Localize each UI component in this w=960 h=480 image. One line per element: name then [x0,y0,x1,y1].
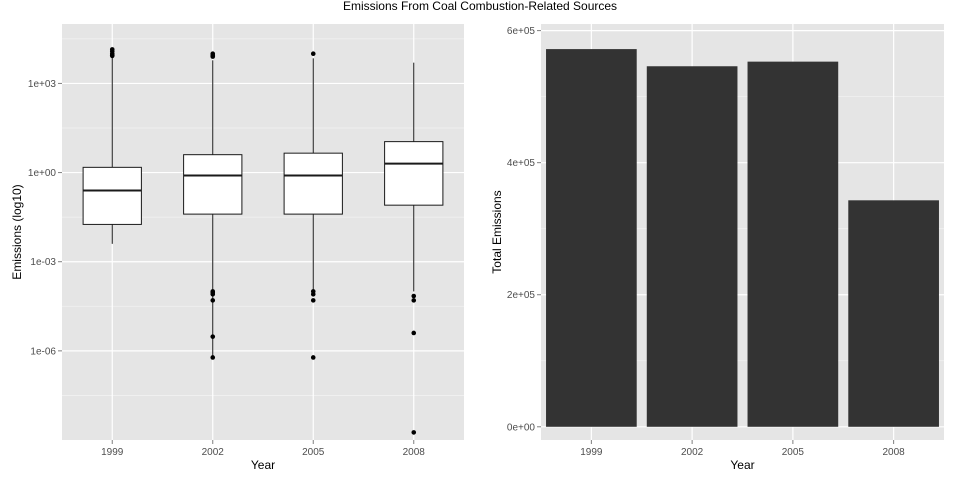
y-tick-label: 2e+05 [507,290,536,301]
outlier-point [210,298,216,303]
x-tick-label: 2002 [202,447,225,458]
bar-2008 [848,200,939,427]
x-tick-label: 1999 [580,447,603,458]
outlier-point [411,330,417,336]
y-tick-label: 1e-06 [30,346,56,357]
barchart-panel: 0e+00 2e+05 4e+05 6e+05 1999 2002 2005 2008 Year… [490,24,944,472]
outlier-point [310,51,316,57]
y-tick-label: 4e+05 [507,158,536,169]
box-1999 [82,47,142,244]
outlier-point [210,292,216,297]
x-axis-title: Year [251,458,275,472]
outlier-point [411,298,417,303]
bar-2005 [747,61,839,427]
box-iqr [82,166,142,225]
x-tick-label: 2002 [681,447,704,458]
boxplot-panel: 1e-06 1e-03 1e+00 1e+03 1999 2002 2005 2008 Year… [10,24,464,472]
outlier-point [411,430,417,435]
y-tick-label: 0e+00 [507,422,536,433]
box-iqr [183,154,243,215]
x-axis-title: Year [730,458,754,472]
outlier-point [210,355,216,360]
outlier-point [310,355,316,360]
x-tick-label: 2005 [302,447,325,458]
x-tick-label: 2008 [403,447,426,458]
y-axis-title: Total Emissions [490,190,504,273]
bar-1999 [546,49,637,427]
box-iqr [384,141,444,206]
y-axis-title: Emissions (log10) [10,184,24,279]
outlier-point [210,334,216,339]
figure-title: Emissions From Coal Combustion-Related S… [343,0,617,13]
outlier-point [411,293,417,299]
outlier-point [310,298,316,303]
box-2002 [183,51,243,360]
box-2008 [384,62,444,435]
bar-2002 [646,66,738,427]
y-tick-label: 6e+05 [507,26,536,37]
y-tick-label: 1e-03 [30,257,56,268]
box-iqr [283,152,343,215]
y-tick-label: 1e+00 [28,168,57,179]
box-2005 [283,51,343,360]
outlier-point [310,292,316,297]
plot-background [62,24,464,440]
outlier-point [210,54,216,59]
x-tick-label: 2005 [782,447,805,458]
y-tick-label: 1e+03 [28,79,57,90]
outlier-point [109,53,115,59]
x-tick-label: 2008 [883,447,906,458]
x-tick-label: 1999 [101,447,124,458]
